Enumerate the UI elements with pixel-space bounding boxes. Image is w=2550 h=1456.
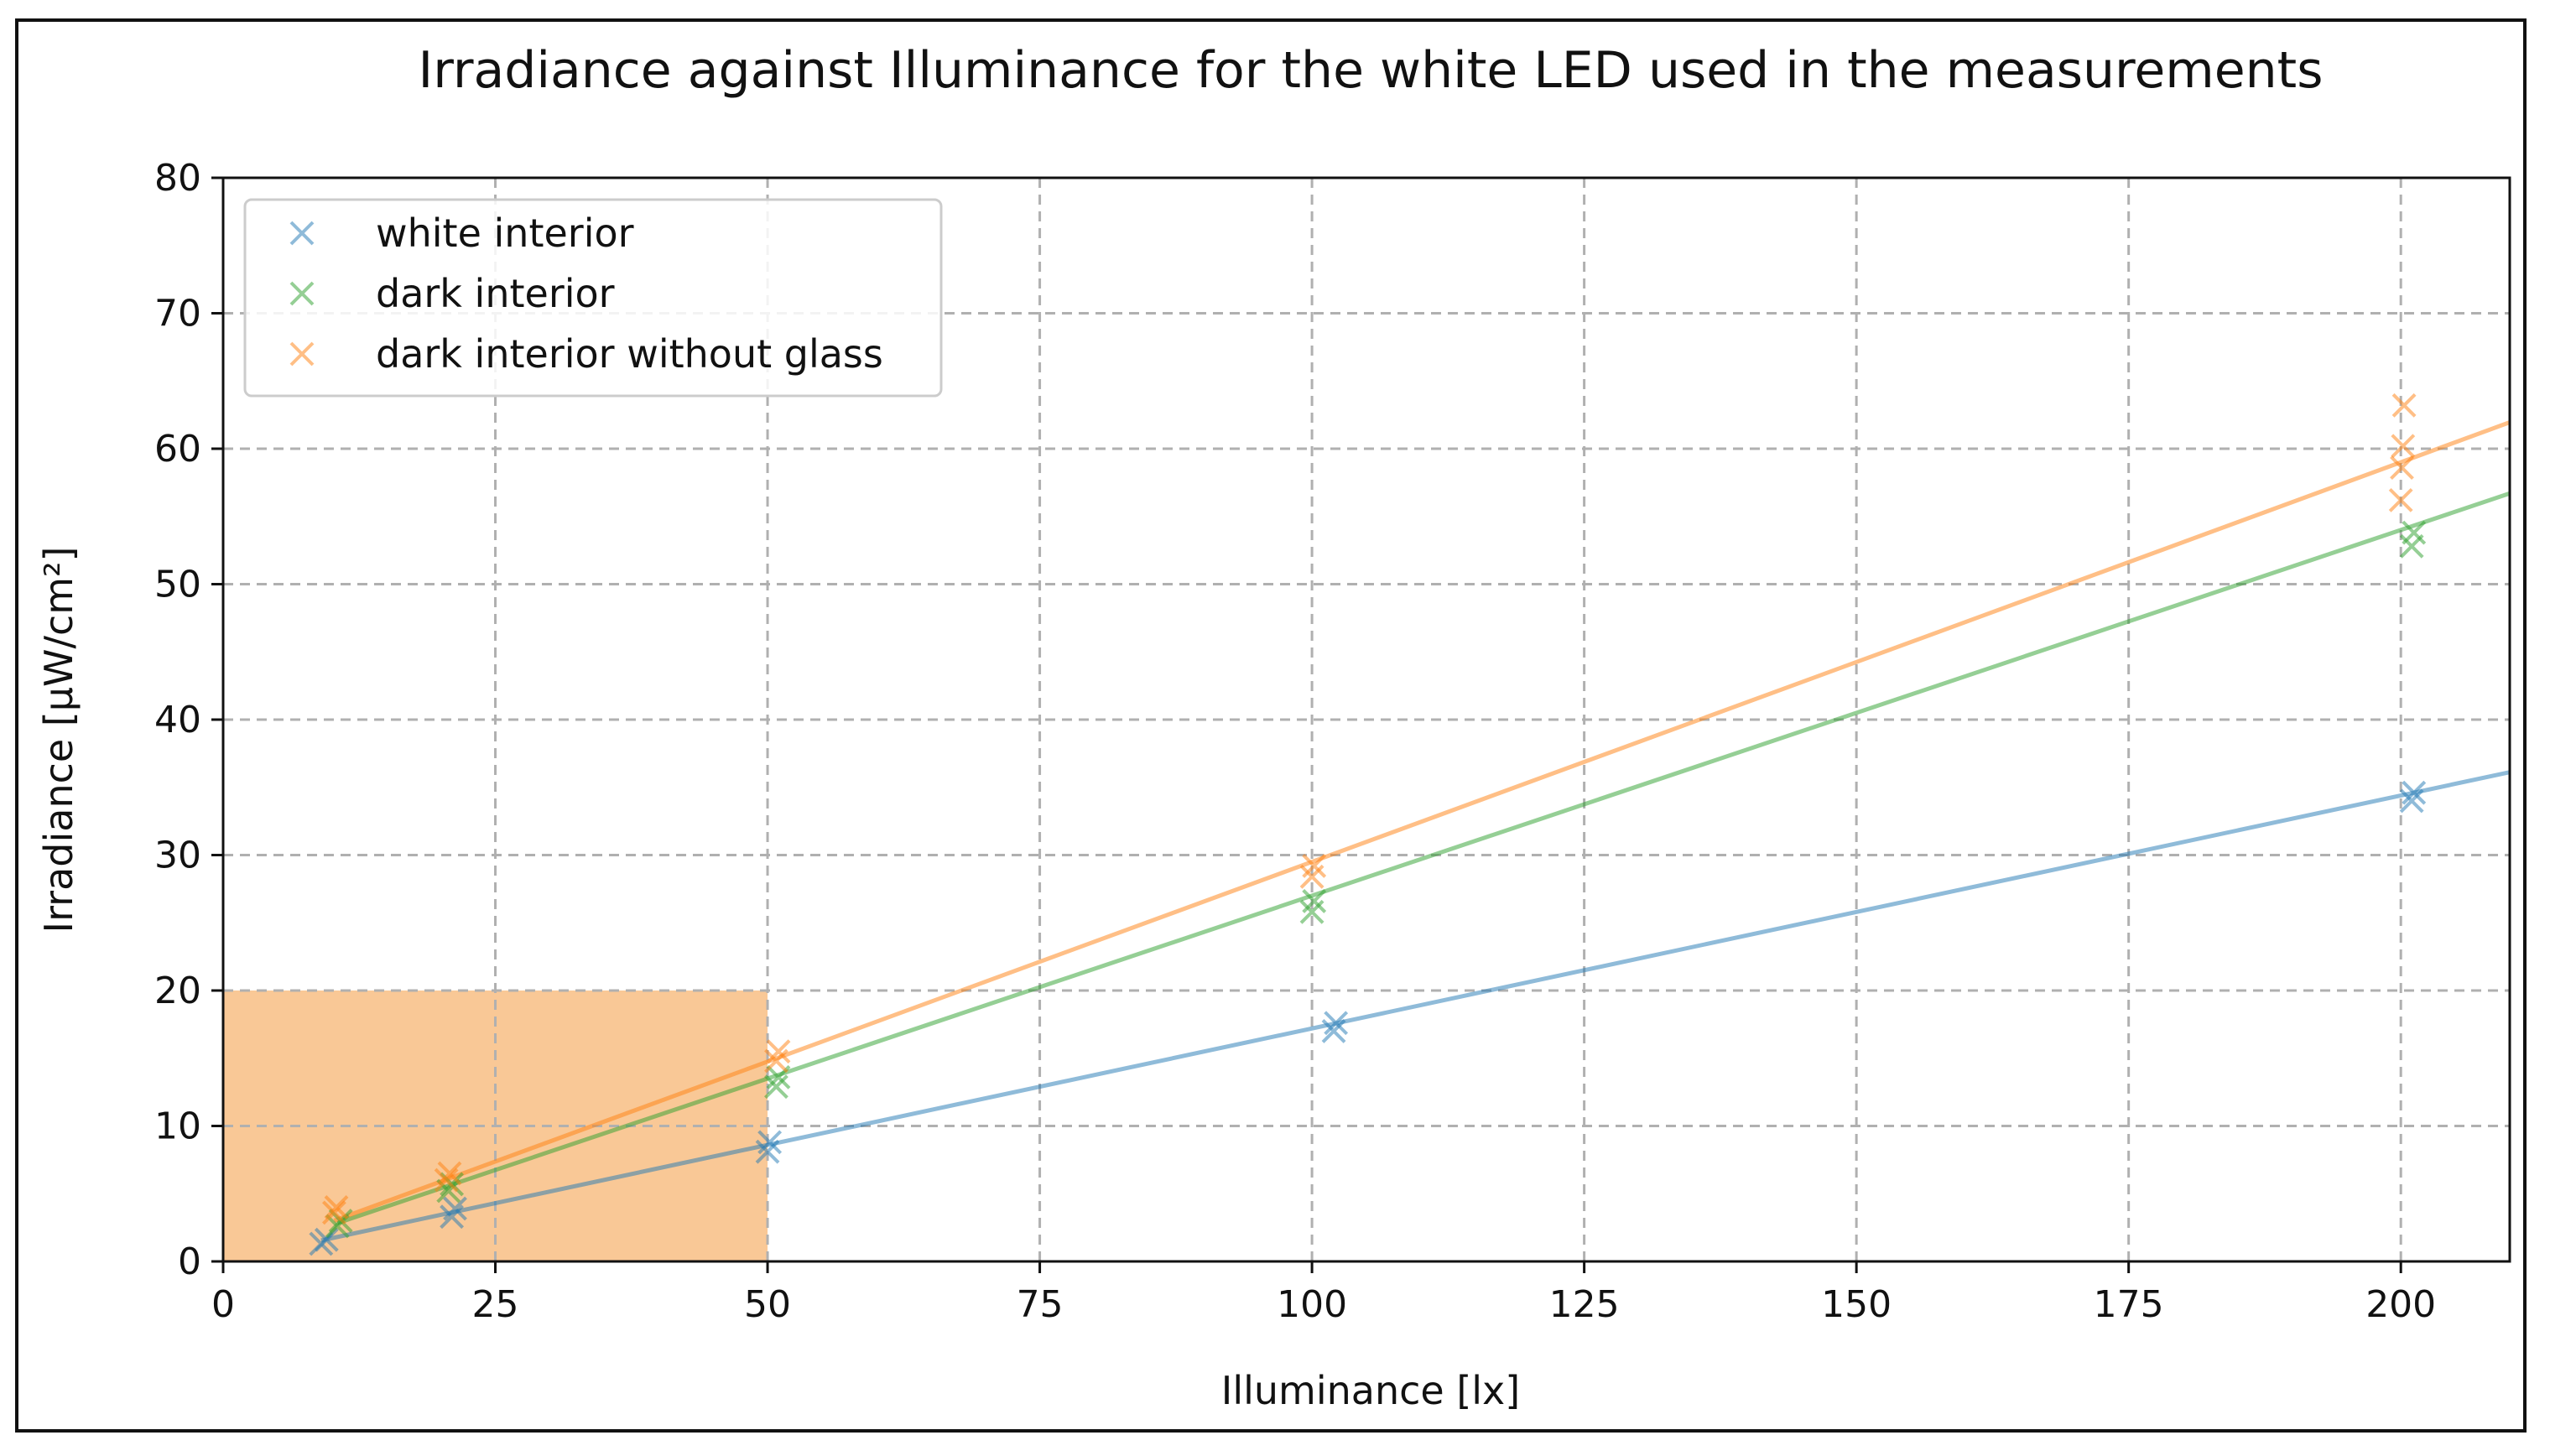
data-point	[440, 1204, 465, 1230]
data-point	[1302, 888, 1327, 913]
legend-marker	[289, 341, 315, 367]
data-point	[764, 1074, 788, 1100]
data-point	[2390, 455, 2414, 481]
data-point	[324, 1194, 349, 1219]
data-point	[2402, 780, 2427, 805]
data-point	[1324, 1011, 1349, 1036]
y-tick-label: 50	[154, 564, 201, 606]
x-tick-label: 100	[1277, 1283, 1347, 1326]
x-tick-label: 50	[744, 1283, 791, 1326]
fit-lines	[320, 420, 2511, 1243]
data-point	[314, 1227, 339, 1252]
data-point	[434, 1167, 459, 1193]
y-tick-label: 70	[154, 293, 201, 335]
x-axis-label: Illuminance [lx]	[1221, 1368, 1520, 1413]
data-point	[766, 1039, 791, 1064]
legend-marker	[289, 221, 315, 246]
data-point	[2402, 520, 2427, 545]
legend-label: dark interior without glass	[376, 331, 883, 377]
data-points	[309, 393, 2427, 1256]
data-point	[2388, 487, 2413, 512]
chart-title: Irradiance against Illuminance for the w…	[419, 41, 2324, 100]
data-point	[2391, 393, 2417, 418]
scatter-chart: Irradiance against Illuminance for the w…	[36, 41, 2511, 1413]
y-tick-label: 30	[154, 835, 201, 877]
x-tick-label: 150	[1821, 1283, 1892, 1326]
x-tick-label: 175	[2094, 1283, 2164, 1326]
data-point	[755, 1139, 780, 1164]
data-point	[2391, 434, 2416, 459]
y-axis-label: Irradiance [μW/cm²]	[36, 547, 81, 933]
legend-marker	[289, 281, 315, 306]
x-tick-label: 0	[211, 1283, 235, 1326]
legend: white interior dark interior dark interior…	[243, 198, 943, 398]
y-tick-label: 40	[154, 699, 201, 741]
y-tick-label: 60	[154, 428, 201, 471]
legend-box	[243, 198, 943, 398]
y-tick-label: 0	[178, 1240, 201, 1283]
data-point	[764, 1048, 788, 1074]
data-point	[443, 1196, 467, 1221]
fit-line	[320, 770, 2511, 1243]
y-tick-label: 80	[154, 157, 201, 200]
y-tick-label: 10	[154, 1105, 201, 1148]
data-point	[2399, 788, 2424, 814]
fit-line	[336, 491, 2511, 1225]
x-tick-label: 200	[2365, 1283, 2436, 1326]
axis-ticks: 0 25 50 75 100 125 150 175 200 0 10 20 30 40 50 60 70 80	[154, 157, 2436, 1326]
legend-label: dark interior	[376, 271, 615, 316]
y-tick-label: 20	[154, 970, 201, 1012]
x-tick-label: 75	[1017, 1283, 1064, 1326]
data-point	[321, 1200, 346, 1225]
data-point	[757, 1130, 783, 1155]
x-tick-label: 25	[472, 1283, 519, 1326]
x-tick-label: 125	[1549, 1283, 1620, 1326]
legend-label: white interior	[376, 211, 634, 256]
chart-frame: Irradiance against Illuminance for the w…	[15, 18, 2527, 1433]
data-point	[1321, 1019, 1346, 1043]
fit-line	[333, 420, 2511, 1223]
data-point	[1302, 854, 1327, 878]
data-point	[437, 1161, 462, 1186]
